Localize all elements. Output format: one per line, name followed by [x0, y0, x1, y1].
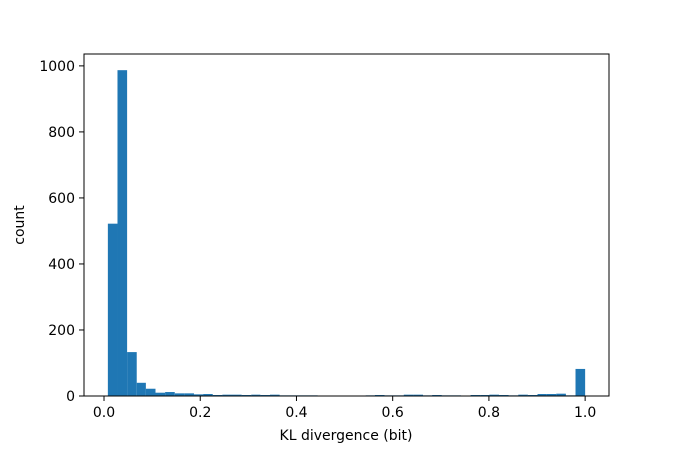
bar	[546, 394, 557, 396]
bar	[270, 394, 280, 396]
bar	[136, 382, 146, 396]
y-tick-label: 0	[66, 389, 75, 405]
x-tick-label: 0.4	[285, 405, 307, 421]
y-axis-label: count	[12, 205, 28, 245]
bar	[174, 393, 185, 396]
bar	[251, 394, 261, 396]
bar	[107, 223, 118, 396]
y-tick-label: 600	[48, 191, 75, 207]
x-tick-label: 0.2	[189, 405, 211, 421]
x-tick-label: 1.0	[574, 405, 596, 421]
x-tick-label: 0.6	[382, 405, 404, 421]
bar	[518, 394, 528, 396]
bar	[556, 393, 566, 396]
y-tick-label: 400	[48, 257, 75, 273]
bar	[165, 392, 175, 396]
y-tick-label: 200	[48, 323, 75, 339]
x-tick-label: 0.0	[93, 405, 115, 421]
bar	[489, 394, 500, 396]
bar	[117, 70, 128, 397]
bar	[127, 352, 137, 396]
x-axis-label: KL divergence (bit)	[280, 428, 413, 444]
bar	[145, 388, 156, 396]
bar	[184, 393, 194, 396]
bar	[403, 394, 414, 396]
x-tick-label: 0.8	[478, 405, 500, 421]
y-tick-label: 1000	[39, 59, 75, 75]
bar	[155, 392, 166, 396]
bar	[537, 394, 547, 396]
bar	[575, 368, 586, 396]
bar	[231, 394, 242, 396]
bar	[203, 394, 213, 396]
y-tick-label: 800	[48, 125, 75, 141]
bar	[222, 394, 232, 396]
bar	[413, 394, 423, 396]
bar	[193, 394, 204, 396]
plot-frame	[83, 53, 610, 397]
